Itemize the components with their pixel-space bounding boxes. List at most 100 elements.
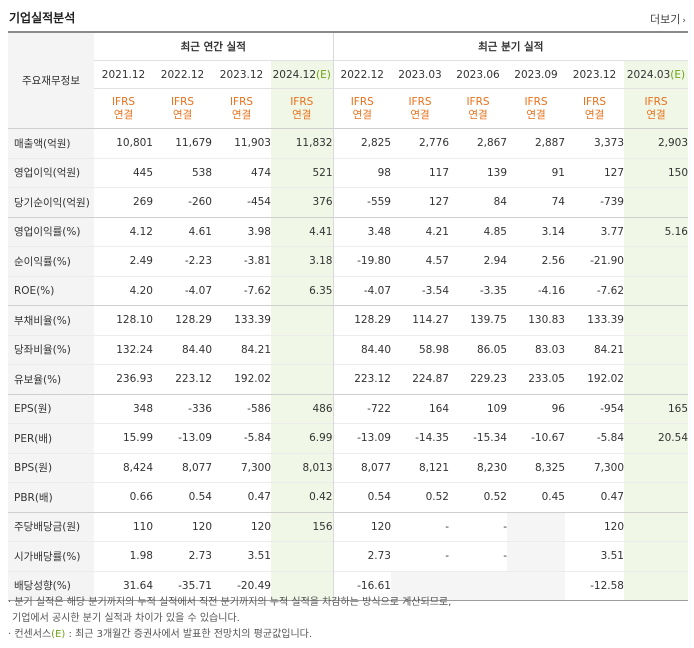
table-cell: 165 [624, 393, 688, 424]
table-row: PER(배) 15.99 -13.09 -5.84 6.99 -13.09 -14.35 -1… [8, 423, 688, 453]
row-label: PER(배) [8, 423, 94, 453]
table-cell: 110 [94, 511, 153, 542]
more-link[interactable]: 더보기 › [650, 11, 686, 27]
section-title: 기업실적분석 [9, 11, 76, 25]
period-header: 2023.06 [449, 60, 507, 89]
row-label: 시가배당률(%) [8, 541, 94, 571]
table-cell: 3.51 [212, 541, 271, 571]
table-cell: 4.41 [271, 216, 333, 247]
table-cell: - [449, 541, 507, 571]
table-cell: 348 [94, 393, 153, 424]
table-cell: -20.49 [212, 570, 271, 601]
table-cell: 0.47 [212, 482, 271, 512]
table-row: 매출액(억원) 10,801 11,679 11,903 11,832 2,825 2,77… [8, 128, 688, 158]
table-cell: 3.18 [271, 246, 333, 276]
table-row: 부채비율(%) 128.10 128.29 133.39 128.29 114.27 139… [8, 305, 688, 335]
table-cell: 127 [565, 157, 624, 188]
table-cell: 117 [391, 157, 449, 188]
table-cell: 4.20 [94, 275, 153, 306]
table-cell: 376 [271, 187, 333, 217]
row-label: 주당배당금(원) [8, 511, 94, 542]
table-cell: 130.83 [507, 305, 565, 335]
period-header: 2023.09 [507, 60, 565, 89]
table-cell: 224.87 [391, 364, 449, 394]
table-cell: -454 [212, 187, 271, 217]
table-cell: 11,903 [212, 128, 271, 158]
row-label: ROE(%) [8, 275, 94, 306]
table-cell: -14.35 [391, 423, 449, 453]
table-cell: 474 [212, 157, 271, 188]
table-cell: 84.40 [332, 334, 391, 365]
table-cell: 233.05 [507, 364, 565, 394]
financial-table: 주요재무정보 최근 연간 실적 최근 분기 실적 2021.12 2022.12 2023… [8, 31, 688, 601]
basis-label: IFRS 연결 [449, 88, 507, 129]
table-cell: 0.52 [391, 482, 449, 512]
table-row: 주당배당금(원) 110 120 120 156 120- -120 [8, 511, 688, 542]
table-cell: -4.07 [153, 275, 212, 306]
table-cell [624, 541, 688, 571]
table-cell: 229.23 [449, 364, 507, 394]
table-cell: -16.61 [332, 570, 391, 601]
period-header: 2023.12 [565, 60, 624, 89]
table-cell: 133.39 [565, 305, 624, 335]
annual-header: 최근 연간 실적 [94, 31, 333, 61]
table-cell: -954 [565, 393, 624, 424]
table-cell: 84.21 [212, 334, 271, 365]
table-cell: 2.49 [94, 246, 153, 276]
table-cell: 4.57 [391, 246, 449, 276]
table-cell: 132.24 [94, 334, 153, 365]
header-row-groups: 주요재무정보 최근 연간 실적 최근 분기 실적 [8, 31, 688, 129]
table-cell: 20.54 [624, 423, 688, 453]
table-cell: 8,013 [271, 452, 333, 483]
table-cell: 8,230 [449, 452, 507, 483]
row-label: 당좌비율(%) [8, 334, 94, 365]
row-label: 영업이익률(%) [8, 216, 94, 247]
table-cell [507, 570, 565, 601]
row-label: EPS(원) [8, 393, 94, 424]
table-cell: -3.54 [391, 275, 449, 306]
table-cell: 236.93 [94, 364, 153, 394]
more-label: 더보기 [650, 13, 681, 26]
table-cell: 0.42 [271, 482, 333, 512]
table-cell: -15.34 [449, 423, 507, 453]
table-cell: 120 [153, 511, 212, 542]
table-cell: 223.12 [332, 364, 391, 394]
row-label: BPS(원) [8, 452, 94, 483]
row-label: 영업이익(억원) [8, 157, 94, 188]
table-cell: 164 [391, 393, 449, 424]
row-label: 유보율(%) [8, 364, 94, 394]
table-cell: 2.73 [332, 541, 391, 571]
table-cell: 4.12 [94, 216, 153, 247]
footnotes: · 분기 실적은 해당 분기까지의 누적 실적에서 직전 분기까지의 누적 실적… [8, 595, 451, 643]
table-cell: 2,887 [507, 128, 565, 158]
table-row: 영업이익(억원) 445 538 474 521 98 117 139 91 127 150 [8, 157, 688, 188]
basis-label: IFRS 연결 [212, 88, 271, 129]
footnote-1: · 분기 실적은 해당 분기까지의 누적 실적에서 직전 분기까지의 누적 실적… [8, 597, 452, 608]
table-cell: 8,325 [507, 452, 565, 483]
table-cell [271, 364, 333, 394]
table-cell: -10.67 [507, 423, 565, 453]
table-cell: 84.40 [153, 334, 212, 365]
table-cell: 6.35 [271, 275, 333, 306]
table-cell: 133.39 [212, 305, 271, 335]
footnote-2: 기업에서 공시한 분기 실적과 차이가 있을 수 있습니다. [12, 613, 240, 624]
table-cell: -5.84 [565, 423, 624, 453]
basis-label: IFRS 연결 [271, 88, 333, 129]
basis-label: IFRS 연결 [507, 88, 565, 129]
table-cell: 7,300 [212, 452, 271, 483]
table-cell: -3.81 [212, 246, 271, 276]
table-cell: 91 [507, 157, 565, 188]
table-cell: 84 [449, 187, 507, 217]
table-cell [624, 187, 688, 217]
table-row: 당기순이익(억원) 269 -260 -454 376 -559 127 84 74 -739 [8, 187, 688, 217]
table-cell: -5.84 [212, 423, 271, 453]
table-cell: 127 [391, 187, 449, 217]
table-cell: 139 [449, 157, 507, 188]
table-cell: -739 [565, 187, 624, 217]
table-cell [624, 275, 688, 306]
basis-label: IFRS 연결 [391, 88, 449, 129]
table-cell: -336 [153, 393, 212, 424]
table-cell: 269 [94, 187, 153, 217]
basis-label: IFRS 연결 [94, 88, 153, 129]
table-cell: 8,077 [153, 452, 212, 483]
